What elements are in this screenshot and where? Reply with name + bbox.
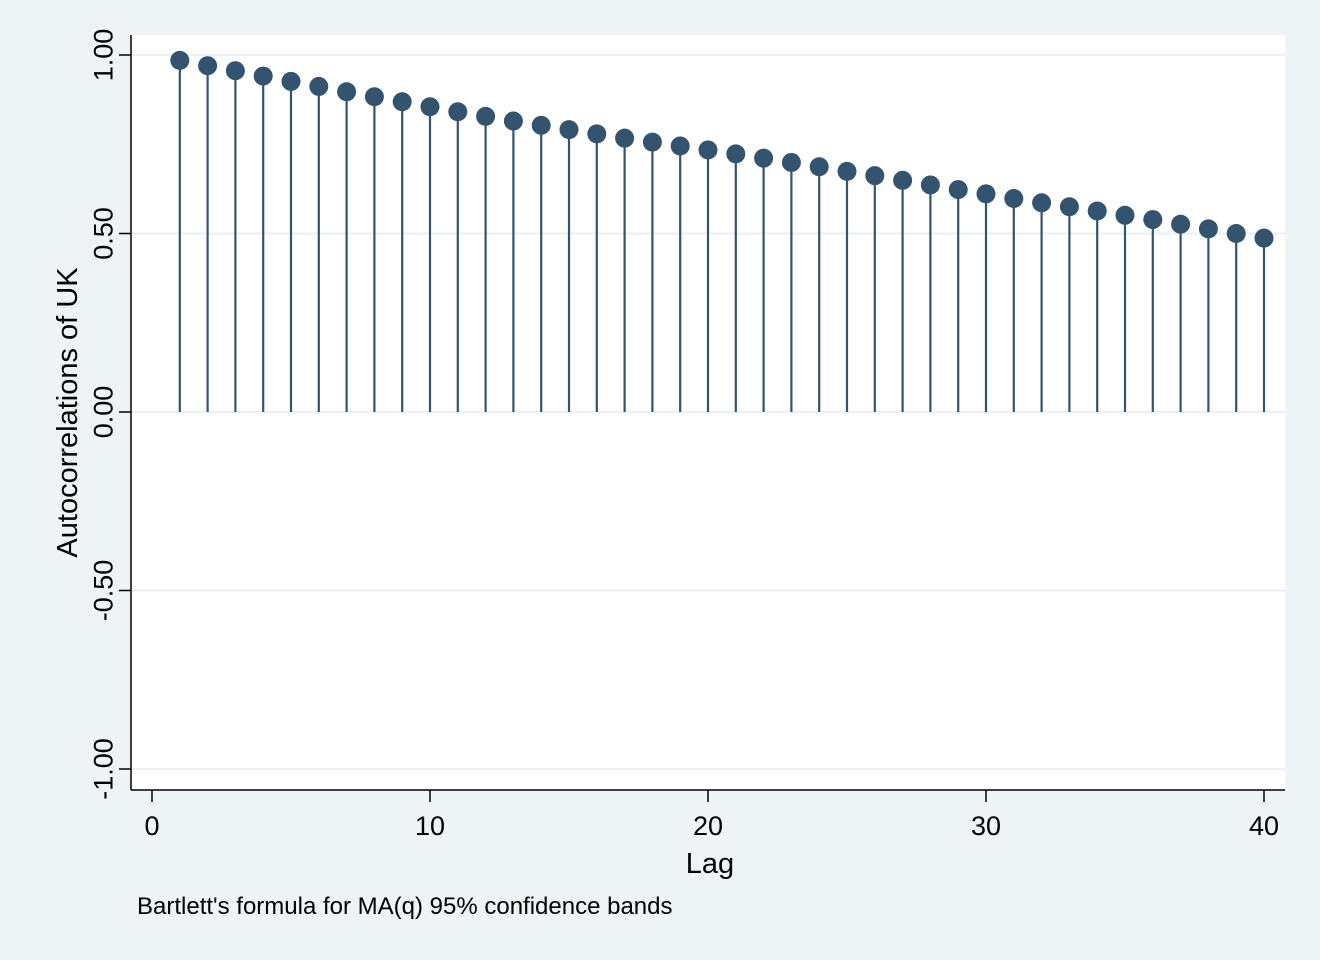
tick-labels: -1.00 -0.50 0.00 0.50 1.00 0 10 20 30 40 <box>88 29 1279 841</box>
acf-point <box>198 56 218 76</box>
acf-point <box>1115 205 1135 225</box>
acf-point <box>337 82 357 102</box>
y-tick-label: 0.50 <box>88 207 118 260</box>
acf-point <box>587 124 607 144</box>
acf-point <box>309 76 329 96</box>
y-tick-label: -1.00 <box>88 738 118 800</box>
y-axis-title: Autocorrelations of UK <box>52 267 84 558</box>
axes <box>119 35 1285 802</box>
acf-point <box>837 161 857 181</box>
acf-point <box>364 87 384 107</box>
acf-point <box>615 128 635 148</box>
acf-point <box>1226 224 1246 243</box>
x-tick-label: 20 <box>693 811 723 841</box>
acf-point <box>170 50 190 70</box>
acf-point <box>225 61 245 81</box>
acf-point <box>531 115 551 135</box>
acf-point <box>476 106 496 126</box>
y-tick-label: 0.00 <box>88 386 118 439</box>
markers <box>170 50 1274 248</box>
acf-point <box>754 148 774 168</box>
acf-point <box>448 102 468 122</box>
acf-point <box>1087 201 1107 221</box>
acf-point <box>1171 214 1191 234</box>
acf-point <box>642 132 662 152</box>
acf-point <box>1032 193 1052 213</box>
y-tick-label: -0.50 <box>88 560 118 622</box>
acf-point <box>1198 219 1218 239</box>
acf-point <box>781 152 801 172</box>
acf-point <box>920 175 940 195</box>
acf-point <box>420 97 440 117</box>
acf-point <box>1059 197 1079 217</box>
chart-note: Bartlett's formula for MA(q) 95% confide… <box>137 893 673 920</box>
acf-point <box>865 166 885 186</box>
acf-point <box>809 157 829 177</box>
x-tick-label: 30 <box>971 811 1001 841</box>
x-tick-label: 10 <box>415 811 445 841</box>
acf-point <box>559 120 579 140</box>
x-tick-label: 0 <box>144 811 159 841</box>
acf-point <box>1143 210 1163 230</box>
acf-point <box>670 136 690 156</box>
acf-point <box>698 140 718 160</box>
acf-point <box>392 92 412 112</box>
acf-point <box>503 111 523 131</box>
acf-point <box>1004 189 1024 209</box>
acf-point <box>893 170 913 190</box>
acf-point <box>281 71 301 91</box>
stems <box>178 60 1266 412</box>
acf-point <box>976 184 996 204</box>
acf-point <box>1254 228 1274 248</box>
acf-point <box>726 144 746 164</box>
acf-point <box>948 180 968 200</box>
acf-point <box>253 66 273 86</box>
x-axis-title: Lag <box>686 848 734 880</box>
x-tick-label: 40 <box>1249 811 1279 841</box>
y-tick-label: 1.00 <box>88 29 118 82</box>
